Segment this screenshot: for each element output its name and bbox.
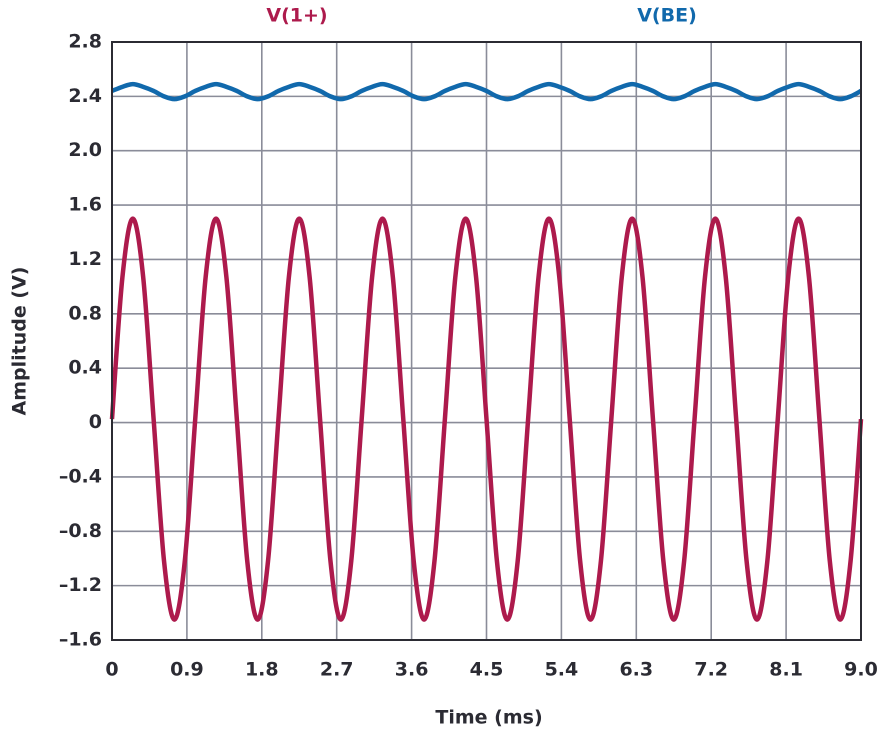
y-tick-label: –0.8 [59,520,102,542]
x-tick-label: 8.1 [769,659,803,681]
y-tick-label: 0 [89,411,102,433]
x-axis-label: Time (ms) [435,707,542,729]
y-tick-label: 2.0 [68,139,102,161]
x-tick-label: 7.2 [694,659,728,681]
x-tick-label: 3.6 [395,659,429,681]
series-line [111,81,863,102]
x-tick-label: 5.4 [545,659,579,681]
y-tick-label: –1.2 [59,574,102,596]
y-tick-label: 0.8 [68,302,102,324]
series-line [109,216,864,622]
x-tick-label: 4.5 [470,659,504,681]
y-axis-label: Amplitude (V) [9,267,31,416]
x-tick-label: 6.3 [619,659,653,681]
y-tick-label: 2.8 [68,31,102,53]
y-tick-label: –1.6 [59,629,102,651]
grid [111,41,862,641]
y-tick-label: –0.4 [59,465,102,487]
x-tick-label: 9.0 [844,659,878,681]
y-tick-label: 2.4 [68,85,102,107]
x-tick-label: 0.9 [170,659,204,681]
lines [109,81,864,622]
plot-frame [111,41,862,641]
y-tick-label: 1.6 [68,194,102,216]
x-tick-label: 2.7 [320,659,354,681]
x-tick-label: 0 [105,659,118,681]
x-tick-label: 1.8 [245,659,279,681]
legend-label: V(BE) [637,5,697,27]
y-tick-label: 0.4 [68,357,102,379]
y-tick-label: 1.2 [68,248,102,270]
legend-label: V(1+) [266,5,327,27]
